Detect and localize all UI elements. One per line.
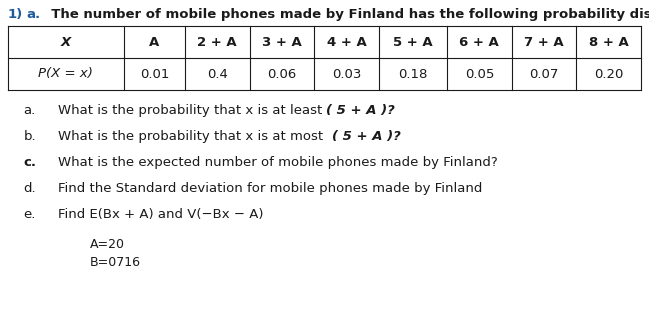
Text: A: A (149, 35, 160, 48)
Text: P(X = x): P(X = x) (38, 68, 93, 81)
Text: 0.01: 0.01 (140, 68, 169, 81)
Text: d.: d. (23, 182, 36, 195)
Text: 0.03: 0.03 (332, 68, 361, 81)
Text: The number of mobile phones made by Finland has the following probability distri: The number of mobile phones made by Finl… (42, 8, 649, 21)
Text: 0.05: 0.05 (465, 68, 494, 81)
Text: Find the Standard deviation for mobile phones made by Finland: Find the Standard deviation for mobile p… (58, 182, 482, 195)
Text: c.: c. (23, 156, 36, 169)
Text: 3 + A: 3 + A (262, 35, 302, 48)
Text: ( 5 + A )?: ( 5 + A )? (326, 104, 395, 117)
Text: 0.18: 0.18 (398, 68, 428, 81)
Text: 1): 1) (8, 8, 23, 21)
Text: B=0716: B=0716 (90, 256, 141, 269)
Text: 0.06: 0.06 (267, 68, 297, 81)
Text: X: X (61, 35, 71, 48)
Text: 5 + A: 5 + A (393, 35, 433, 48)
Text: What is the probability that x is at least: What is the probability that x is at lea… (58, 104, 326, 117)
Text: ( 5 + A )?: ( 5 + A )? (332, 130, 400, 143)
Text: 8 + A: 8 + A (589, 35, 628, 48)
Text: 0.4: 0.4 (207, 68, 228, 81)
Text: What is the probability that x is at most: What is the probability that x is at mos… (58, 130, 332, 143)
Text: e.: e. (23, 208, 36, 221)
Text: 0.07: 0.07 (530, 68, 559, 81)
Text: 4 + A: 4 + A (326, 35, 367, 48)
Text: What is the expected number of mobile phones made by Finland?: What is the expected number of mobile ph… (58, 156, 498, 169)
Text: 0.20: 0.20 (594, 68, 623, 81)
Text: Find E(Bx + A) and V(−Bx − A): Find E(Bx + A) and V(−Bx − A) (58, 208, 263, 221)
Text: a.: a. (26, 8, 40, 21)
Text: 7 + A: 7 + A (524, 35, 564, 48)
Text: a.: a. (24, 104, 36, 117)
Text: A=20: A=20 (90, 238, 125, 251)
Text: 2 + A: 2 + A (197, 35, 237, 48)
Text: 6 + A: 6 + A (459, 35, 499, 48)
Text: b.: b. (23, 130, 36, 143)
